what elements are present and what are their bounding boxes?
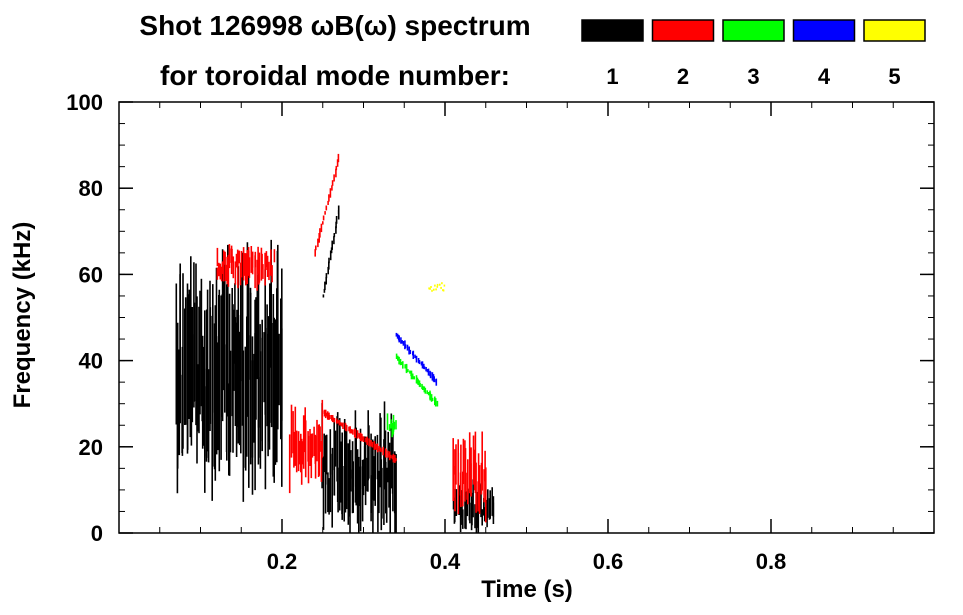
legend: 1 2 3 4 5 (581, 19, 926, 89)
axes: 0.2 0.4 0.6 0.8 0 20 40 60 80 100 (66, 90, 935, 574)
series-mode-3 (386, 353, 439, 438)
y-tick-label: 40 (79, 349, 103, 374)
series-2-region-3 (321, 409, 397, 463)
x-tick-label: 0.4 (430, 549, 461, 574)
y-tick-label: 100 (66, 90, 103, 115)
series-4-region-0 (395, 332, 438, 386)
series-2-region-2 (288, 399, 324, 494)
series-5-region-0 (428, 282, 446, 292)
x-tick-label: 0.2 (267, 549, 298, 574)
series-1-region-3 (452, 479, 495, 533)
x-tick-label: 0.8 (756, 549, 787, 574)
chart-subtitle: for toroidal mode number: (160, 60, 510, 91)
legend-label-5: 5 (888, 64, 900, 89)
series-mode-1 (175, 205, 495, 533)
legend-swatch-2 (651, 19, 715, 42)
legend-swatch-5 (863, 19, 926, 42)
series-3-region-0 (395, 353, 439, 407)
chart-title: Shot 126998 ωB(ω) spectrum (139, 10, 530, 41)
y-tick-label: 20 (79, 435, 103, 460)
series-1-region-1 (321, 401, 397, 533)
legend-label-2: 2 (677, 64, 689, 89)
legend-label-4: 4 (818, 64, 831, 89)
y-tick-label: 60 (79, 262, 103, 287)
legend-label-1: 1 (606, 64, 618, 89)
y-tick-label: 80 (79, 176, 103, 201)
series-1-region-2 (322, 205, 340, 298)
series-2-region-0 (216, 244, 276, 291)
legend-swatch-1 (581, 19, 644, 42)
y-axis-label: Frequency (kHz) (9, 222, 36, 409)
series-mode-4 (395, 332, 438, 386)
y-tick-label: 0 (91, 521, 103, 546)
plot-area (175, 153, 495, 533)
series-mode-5 (428, 282, 446, 292)
legend-swatch-4 (792, 19, 856, 42)
legend-label-3: 3 (747, 64, 759, 89)
series-3-region-1 (386, 413, 397, 438)
series-2-region-4 (452, 431, 487, 523)
series-2-region-1 (314, 153, 340, 257)
x-axis-label: Time (s) (481, 576, 573, 603)
x-tick-label: 0.6 (593, 549, 624, 574)
legend-swatch-3 (722, 19, 785, 42)
series-mode-2 (216, 153, 487, 523)
series-1-region-0 (175, 239, 283, 502)
